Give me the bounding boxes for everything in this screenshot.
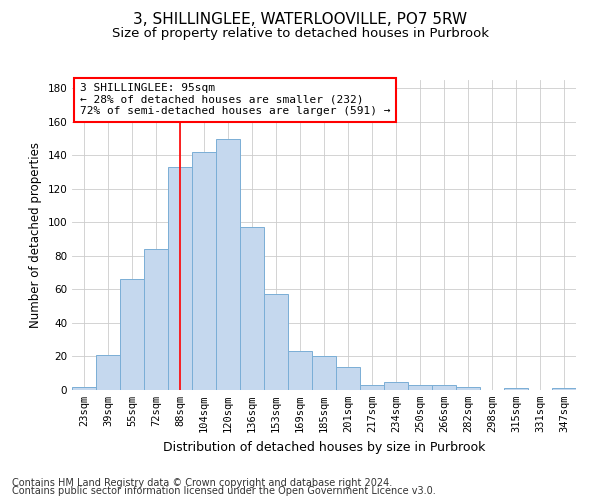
Bar (456, 386, 480, 390)
Bar (408, 385, 432, 390)
Bar (72, 386, 96, 390)
Bar (144, 249, 168, 390)
Text: 3, SHILLINGLEE, WATERLOOVILLE, PO7 5RW: 3, SHILLINGLEE, WATERLOOVILLE, PO7 5RW (133, 12, 467, 28)
Bar (168, 167, 192, 390)
Bar (120, 280, 144, 390)
X-axis label: Distribution of detached houses by size in Purbrook: Distribution of detached houses by size … (163, 440, 485, 454)
Bar (216, 138, 240, 390)
Bar (312, 356, 336, 390)
Bar (552, 388, 576, 390)
Y-axis label: Number of detached properties: Number of detached properties (29, 142, 42, 328)
Bar (288, 352, 312, 390)
Bar (432, 385, 456, 390)
Text: 3 SHILLINGLEE: 95sqm
← 28% of detached houses are smaller (232)
72% of semi-deta: 3 SHILLINGLEE: 95sqm ← 28% of detached h… (80, 83, 390, 116)
Bar (384, 382, 408, 390)
Bar (96, 355, 120, 390)
Bar (360, 385, 384, 390)
Text: Contains HM Land Registry data © Crown copyright and database right 2024.: Contains HM Land Registry data © Crown c… (12, 478, 392, 488)
Bar (264, 294, 288, 390)
Bar (192, 152, 216, 390)
Bar (504, 388, 528, 390)
Text: Contains public sector information licensed under the Open Government Licence v3: Contains public sector information licen… (12, 486, 436, 496)
Bar (336, 366, 360, 390)
Text: Size of property relative to detached houses in Purbrook: Size of property relative to detached ho… (112, 28, 488, 40)
Bar (240, 228, 264, 390)
